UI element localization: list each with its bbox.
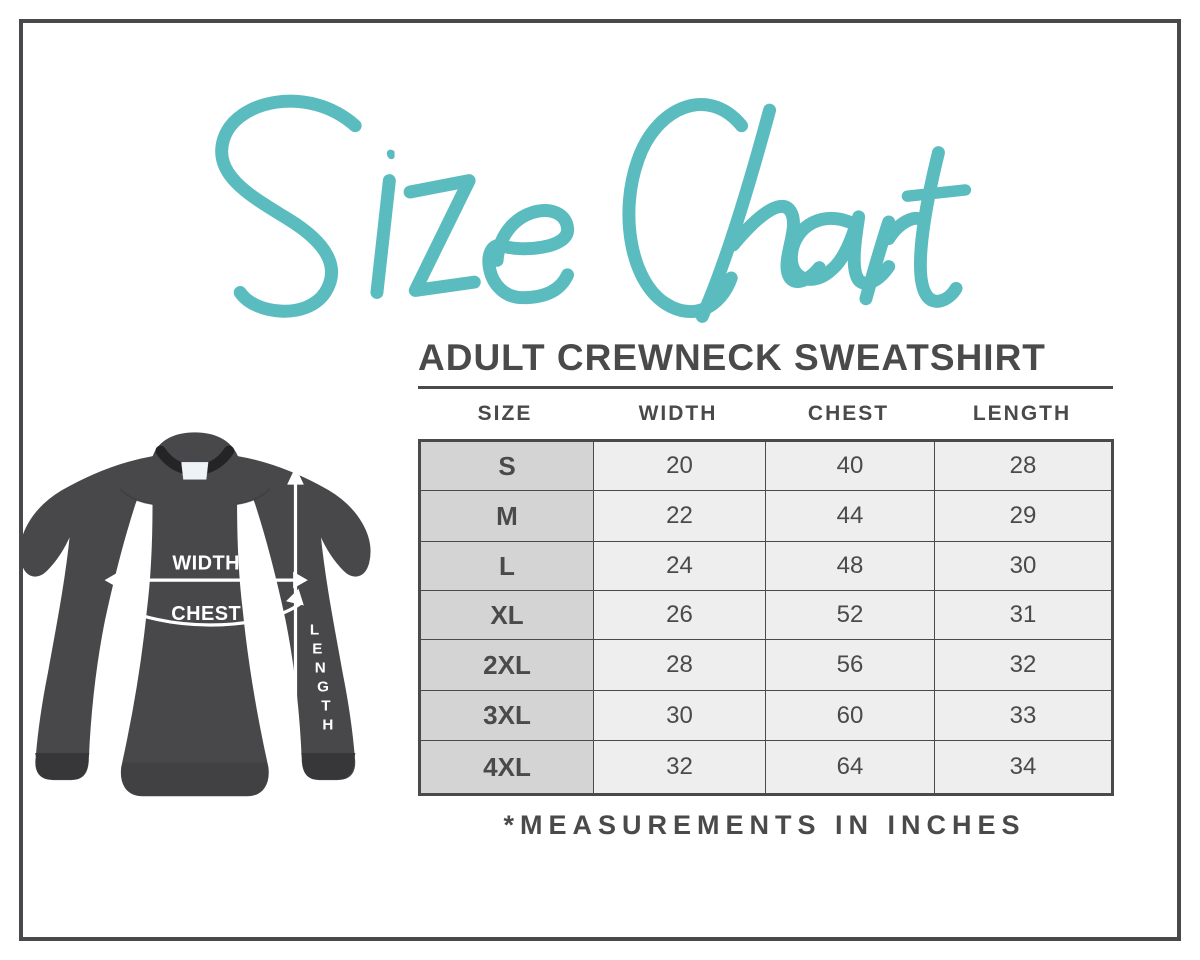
svg-text:N: N <box>315 659 326 676</box>
svg-text:L: L <box>310 621 319 638</box>
svg-text:CHEST: CHEST <box>171 603 241 625</box>
svg-text:WIDTH: WIDTH <box>172 553 240 575</box>
svg-text:E: E <box>312 640 322 657</box>
svg-text:H: H <box>322 716 333 733</box>
svg-text:T: T <box>321 697 331 714</box>
svg-text:G: G <box>317 678 329 695</box>
